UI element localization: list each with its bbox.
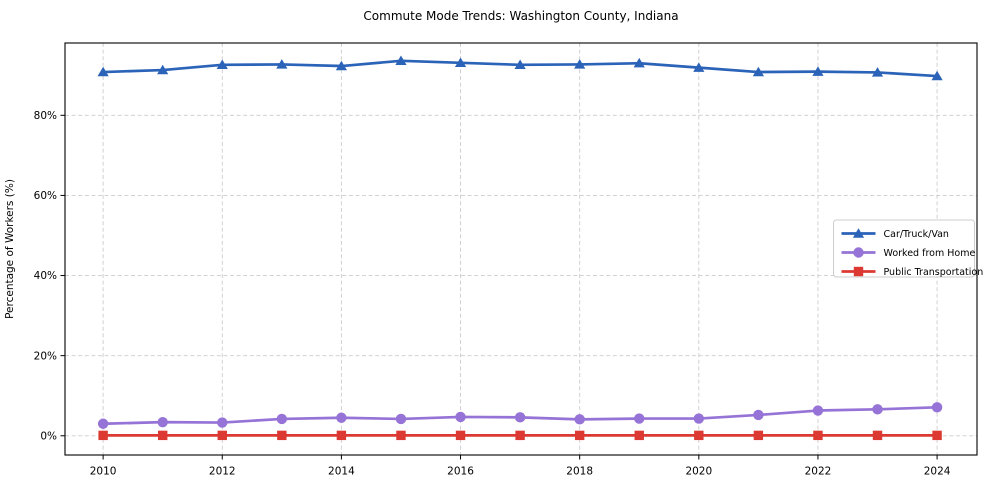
legend-label: Worked from Home	[884, 248, 976, 259]
data-point-public-transportation	[396, 430, 406, 441]
x-tick-label: 2020	[685, 466, 712, 478]
data-point-worked-from-home	[336, 412, 347, 423]
data-point-public-transportation	[98, 430, 108, 441]
data-point-car-truck-van	[931, 70, 943, 81]
data-point-public-transportation	[515, 430, 525, 441]
data-point-car-truck-van	[871, 67, 884, 77]
x-tick-label: 2010	[90, 466, 117, 478]
x-tick-label: 2012	[209, 466, 236, 478]
legend-sample-marker	[853, 247, 864, 258]
data-point-worked-from-home	[931, 402, 943, 413]
data-point-worked-from-home	[395, 413, 407, 425]
data-point-public-transportation	[217, 430, 227, 441]
data-point-car-truck-van	[335, 60, 347, 71]
data-point-public-transportation	[157, 430, 168, 441]
data-point-car-truck-van	[574, 59, 586, 69]
legend-sample-marker	[852, 228, 865, 238]
data-point-worked-from-home	[634, 413, 645, 424]
plot-border	[64, 42, 978, 456]
data-point-public-transportation	[872, 430, 883, 441]
data-point-worked-from-home	[693, 413, 705, 424]
data-point-public-transportation	[634, 430, 644, 441]
legend-sample-marker	[853, 266, 864, 277]
data-point-public-transportation	[455, 430, 466, 441]
data-point-car-truck-van	[97, 66, 109, 77]
data-point-worked-from-home	[217, 417, 228, 428]
legend-item-public-transportation: Public Transportation	[841, 266, 984, 278]
data-point-worked-from-home	[514, 412, 526, 423]
x-tick-label: 2016	[447, 466, 474, 478]
data-point-worked-from-home	[97, 418, 109, 429]
data-point-worked-from-home	[157, 416, 168, 428]
data-point-public-transportation	[336, 430, 347, 441]
data-point-car-truck-van	[216, 59, 228, 70]
y-tick-label: 60%	[34, 190, 57, 202]
chart-title: Commute Mode Trends: Washington County, …	[363, 9, 679, 23]
data-point-worked-from-home	[276, 413, 288, 425]
legend-label: Car/Truck/Van	[884, 229, 949, 240]
data-point-car-truck-van	[454, 57, 467, 68]
legend-label: Public Transportation	[884, 267, 984, 278]
x-tick-label: 2014	[328, 466, 355, 478]
data-point-worked-from-home	[872, 404, 883, 415]
x-tick-label: 2024	[924, 466, 951, 478]
y-tick-label: 20%	[34, 350, 57, 362]
data-point-public-transportation	[277, 430, 287, 441]
data-point-car-truck-van	[693, 62, 705, 72]
data-point-car-truck-van	[276, 59, 288, 69]
data-point-car-truck-van	[157, 64, 169, 75]
data-point-public-transportation	[753, 430, 764, 441]
y-tick-label: 80%	[34, 110, 57, 122]
data-point-public-transportation	[694, 430, 704, 441]
data-point-car-truck-van	[514, 59, 526, 70]
x-tick-label: 2022	[805, 466, 832, 478]
data-point-worked-from-home	[455, 411, 466, 423]
data-point-public-transportation	[932, 430, 942, 441]
y-tick-label: 40%	[34, 270, 57, 282]
legend-item-car-truck-van: Car/Truck/Van	[841, 228, 949, 240]
data-point-car-truck-van	[633, 57, 645, 68]
y-tick-label: 0%	[40, 430, 57, 442]
x-tick-label: 2018	[566, 466, 593, 478]
data-point-car-truck-van	[812, 66, 824, 76]
legend-item-worked-from-home: Worked from Home	[841, 247, 976, 259]
data-point-public-transportation	[813, 430, 823, 441]
data-point-worked-from-home	[812, 405, 824, 416]
legend: Car/Truck/Van Worked from Home Public Tran…	[833, 219, 984, 278]
data-point-public-transportation	[574, 430, 585, 441]
data-point-worked-from-home	[574, 414, 585, 425]
data-point-car-truck-van	[395, 55, 407, 66]
data-point-car-truck-van	[752, 66, 764, 77]
data-point-worked-from-home	[753, 409, 764, 421]
